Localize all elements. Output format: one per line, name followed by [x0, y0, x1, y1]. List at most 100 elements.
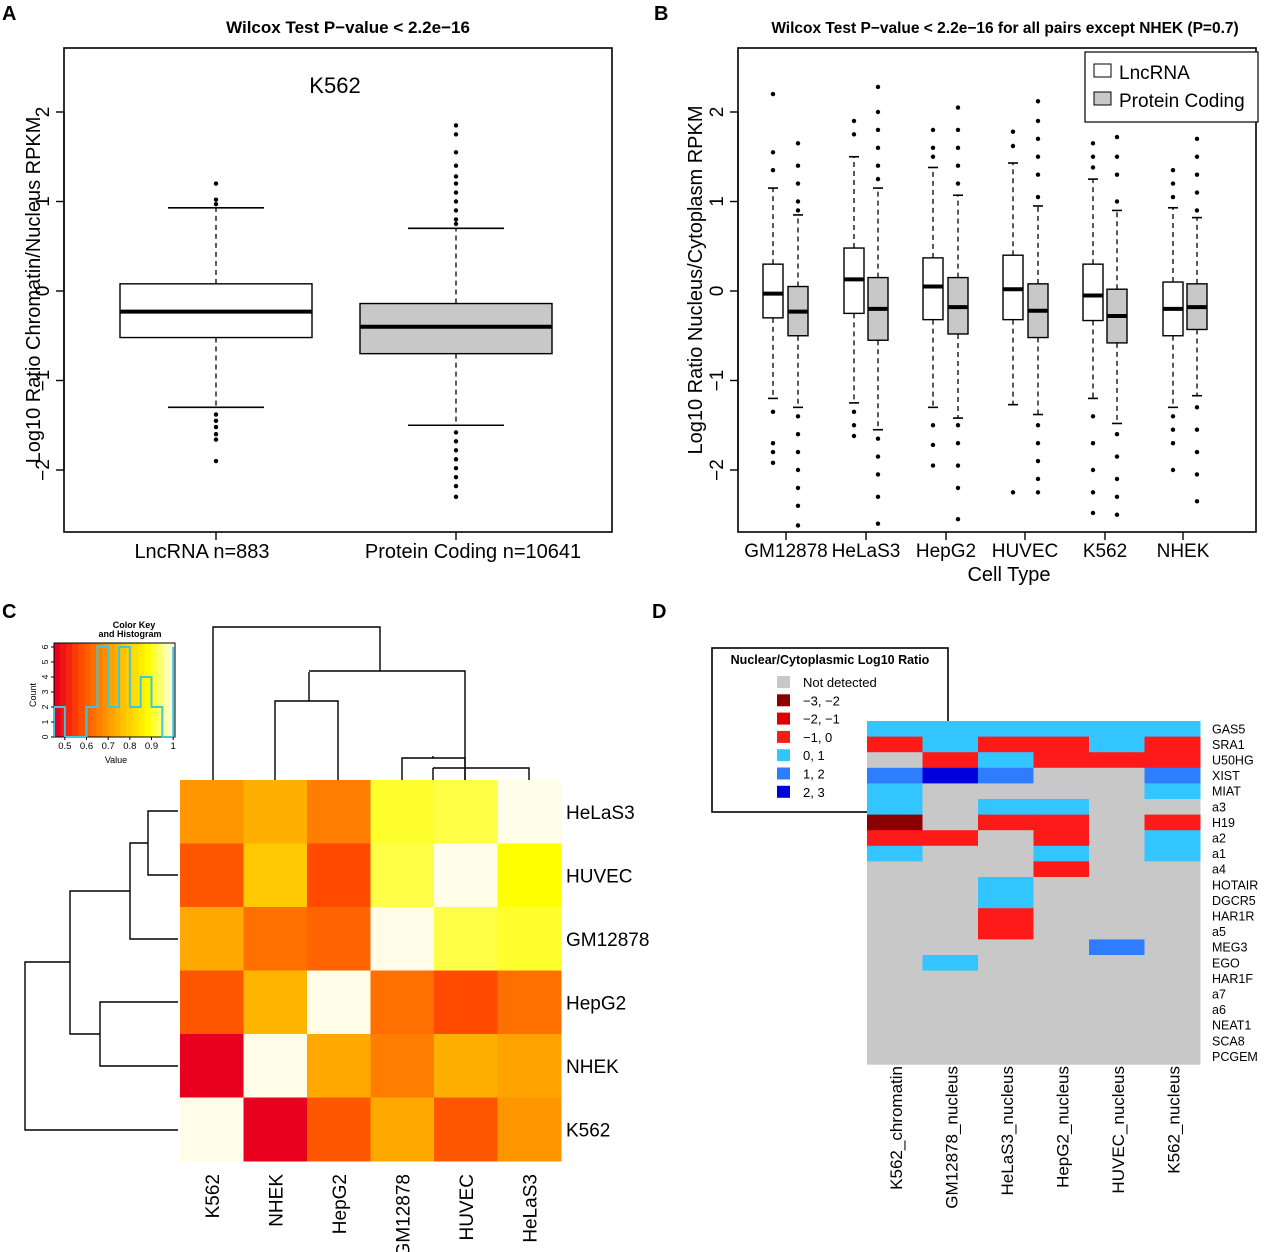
panel-a-x-labels: LncRNA n=883 Protein Coding n=10641 [134, 532, 581, 563]
heatmap-c-cell [180, 970, 244, 1035]
heatmap-d-cell [867, 877, 923, 894]
panel-b-legend: LncRNA Protein Coding [1084, 51, 1259, 123]
heatmap-c-cell [370, 843, 435, 908]
heatmap-c-cell [243, 1097, 308, 1162]
heatmap-d-cell [867, 783, 923, 800]
color-key-x-tick-label: 0.7 [102, 741, 115, 752]
panel-a-protein-outlier [453, 150, 459, 155]
heatmap-d-cell [1033, 908, 1090, 925]
panel-a-lncrna-outlier [213, 432, 219, 437]
heatmap-c-cell [370, 1034, 435, 1098]
panel-c-row-labels: HeLaS3 HUVEC GM12878 HepG2 NHEK K562 [566, 803, 649, 1142]
panel-b-xtick-label: GM12878 [744, 541, 827, 562]
panel-a-y-axis: −2 −1 0 1 2 [33, 107, 65, 481]
color-key-title-1: Color Key [113, 620, 156, 630]
heatmap-d-cell [867, 923, 923, 940]
panel-b-lncrna-k562-box [1082, 263, 1104, 322]
heatmap-d-cell [978, 892, 1034, 909]
heatmap-d-row-label: a6 [1212, 1003, 1226, 1017]
heatmap-d-row-label: HOTAIR [1212, 878, 1258, 892]
heatmap-d-cell [1089, 1001, 1145, 1018]
panel-a-lncrna-outlier [213, 197, 219, 202]
panel-b-lncrna-nhek-outlier [1170, 467, 1176, 473]
heatmap-d-cell [978, 783, 1034, 800]
panel-b-protein-hepg2-outlier [955, 440, 961, 446]
panel-b-protein-huvec-outlier [1035, 194, 1041, 200]
panel-b-xtick-label: HeLaS3 [832, 541, 901, 562]
panel-d-legend-label: 0, 1 [803, 748, 825, 763]
heatmap-d-cell [1144, 970, 1201, 987]
heatmap-d-cell [922, 1048, 979, 1065]
panel-d-legend-swatch [777, 767, 790, 780]
heatmap-d-cell [922, 892, 979, 909]
heatmap-c-cell [370, 780, 435, 844]
heatmap-d-cell [867, 814, 923, 831]
panel-a-lncrna-outlier [213, 418, 219, 423]
color-key-y-tick-label: 2 [40, 704, 50, 709]
panel-b-protein-huvec-outlier [1035, 136, 1041, 142]
panel-b-lncrna-gm12878-outlier [770, 150, 776, 155]
heatmap-c-cell [180, 1097, 244, 1162]
panel-a-protein-outlier [453, 208, 459, 213]
panel-a-protein-outlier [453, 163, 459, 168]
panel-b-protein-helas3-outlier [875, 521, 881, 526]
heatmap-c-cell [307, 1034, 371, 1098]
panel-b-y-tick-label: 1 [707, 196, 728, 207]
panel-b-title: Wilcox Test P−value < 2.2e−16 for all pa… [771, 20, 1238, 37]
panel-b-protein-gm12878-outlier [795, 485, 801, 491]
heatmap-d-cell [922, 736, 979, 753]
panel-b-protein-gm12878-outlier [795, 414, 801, 419]
heatmap-c-cell [497, 970, 562, 1035]
panel-b-protein-hepg2-outlier [955, 423, 961, 428]
color-key-title-2: and Histogram [98, 629, 161, 639]
panel-b-lncrna-nhek-outlier [1170, 181, 1176, 186]
panel-b-protein-k562-outlier [1114, 454, 1120, 459]
panel-b-lncrna-nhek-outlier [1170, 427, 1176, 432]
panel-b-lncrna-gm12878-outlier [770, 91, 776, 97]
panel-d-legend-label: Not detected [803, 675, 877, 690]
heatmap-d-cell [1033, 845, 1090, 862]
panel-a-lncrna-outlier [213, 181, 219, 186]
color-key-x-tick-label: 1 [171, 741, 176, 752]
color-key-x-tick-label: 0.8 [123, 741, 136, 752]
panel-c-col-labels: K562 NHEK HepG2 GM12878 HUVEC HeLaS3 [203, 1174, 542, 1252]
panel-b-protein-hepg2-outlier [955, 145, 961, 150]
panel-b-protein-nhek-outlier [1194, 449, 1200, 455]
heatmap-d-cell [1033, 1017, 1090, 1034]
panel-b-y-tick-label: −2 [707, 459, 728, 481]
panel-b-lncrna-hepg2-outlier [930, 442, 936, 448]
panel-b-y-tick-label: 0 [707, 286, 728, 297]
panel-b-lncrna-huvec-outlier [1010, 129, 1016, 134]
heatmap-d-cell [922, 861, 979, 878]
panel-a-protein-outlier [453, 217, 459, 222]
panel-b-lncrna-gm12878-outlier [770, 449, 776, 455]
panel-b-lncrna-gm12878-outlier [770, 409, 776, 415]
panel-a-protein-outlier [453, 181, 459, 186]
heatmap-d-cell [978, 830, 1034, 847]
heatmap-d-col-label: HUVEC_nucleus [1109, 1066, 1128, 1194]
panel-a-ylabel: Log10 Ratio Chromatin/Nucleus RPKM [23, 117, 45, 464]
heatmap-d-cell [867, 736, 923, 753]
panel-c-letter: C [2, 601, 16, 623]
heatmap-d-cell [1033, 799, 1090, 816]
heatmap-d-cell [1089, 970, 1145, 987]
heatmap-d-cell [1033, 986, 1090, 1003]
panel-b-protein-helas3-outlier [875, 163, 881, 168]
heatmap-d-cell [1144, 908, 1201, 925]
panel-a-lncrna-outlier [213, 458, 219, 464]
panel-b-y-tick-label: 2 [707, 107, 728, 118]
row-dendrogram-node-helas3-huvec [147, 810, 178, 876]
panel-a-protein-outlier [453, 221, 459, 227]
heatmap-d-cell [1144, 783, 1201, 800]
panel-a-annotation: K562 [309, 73, 360, 98]
color-key-gradient-cell [72, 643, 79, 737]
panel-a-lncrna-outlier [213, 437, 219, 442]
panel-b-protein-hepg2-outlier [955, 485, 961, 491]
panel-b-protein-hepg2-outlier [955, 105, 961, 110]
panel-b-ylabel: Log10 Ratio Nucleus/Cytoplasm RPKM [685, 105, 707, 454]
heatmap-d-cell [1033, 861, 1090, 878]
panel-b-protein-helas3-outlier [875, 109, 881, 115]
panel-b-protein-huvec-outlier [1035, 440, 1041, 446]
panel-b-lncrna-k562-outlier [1090, 467, 1096, 473]
